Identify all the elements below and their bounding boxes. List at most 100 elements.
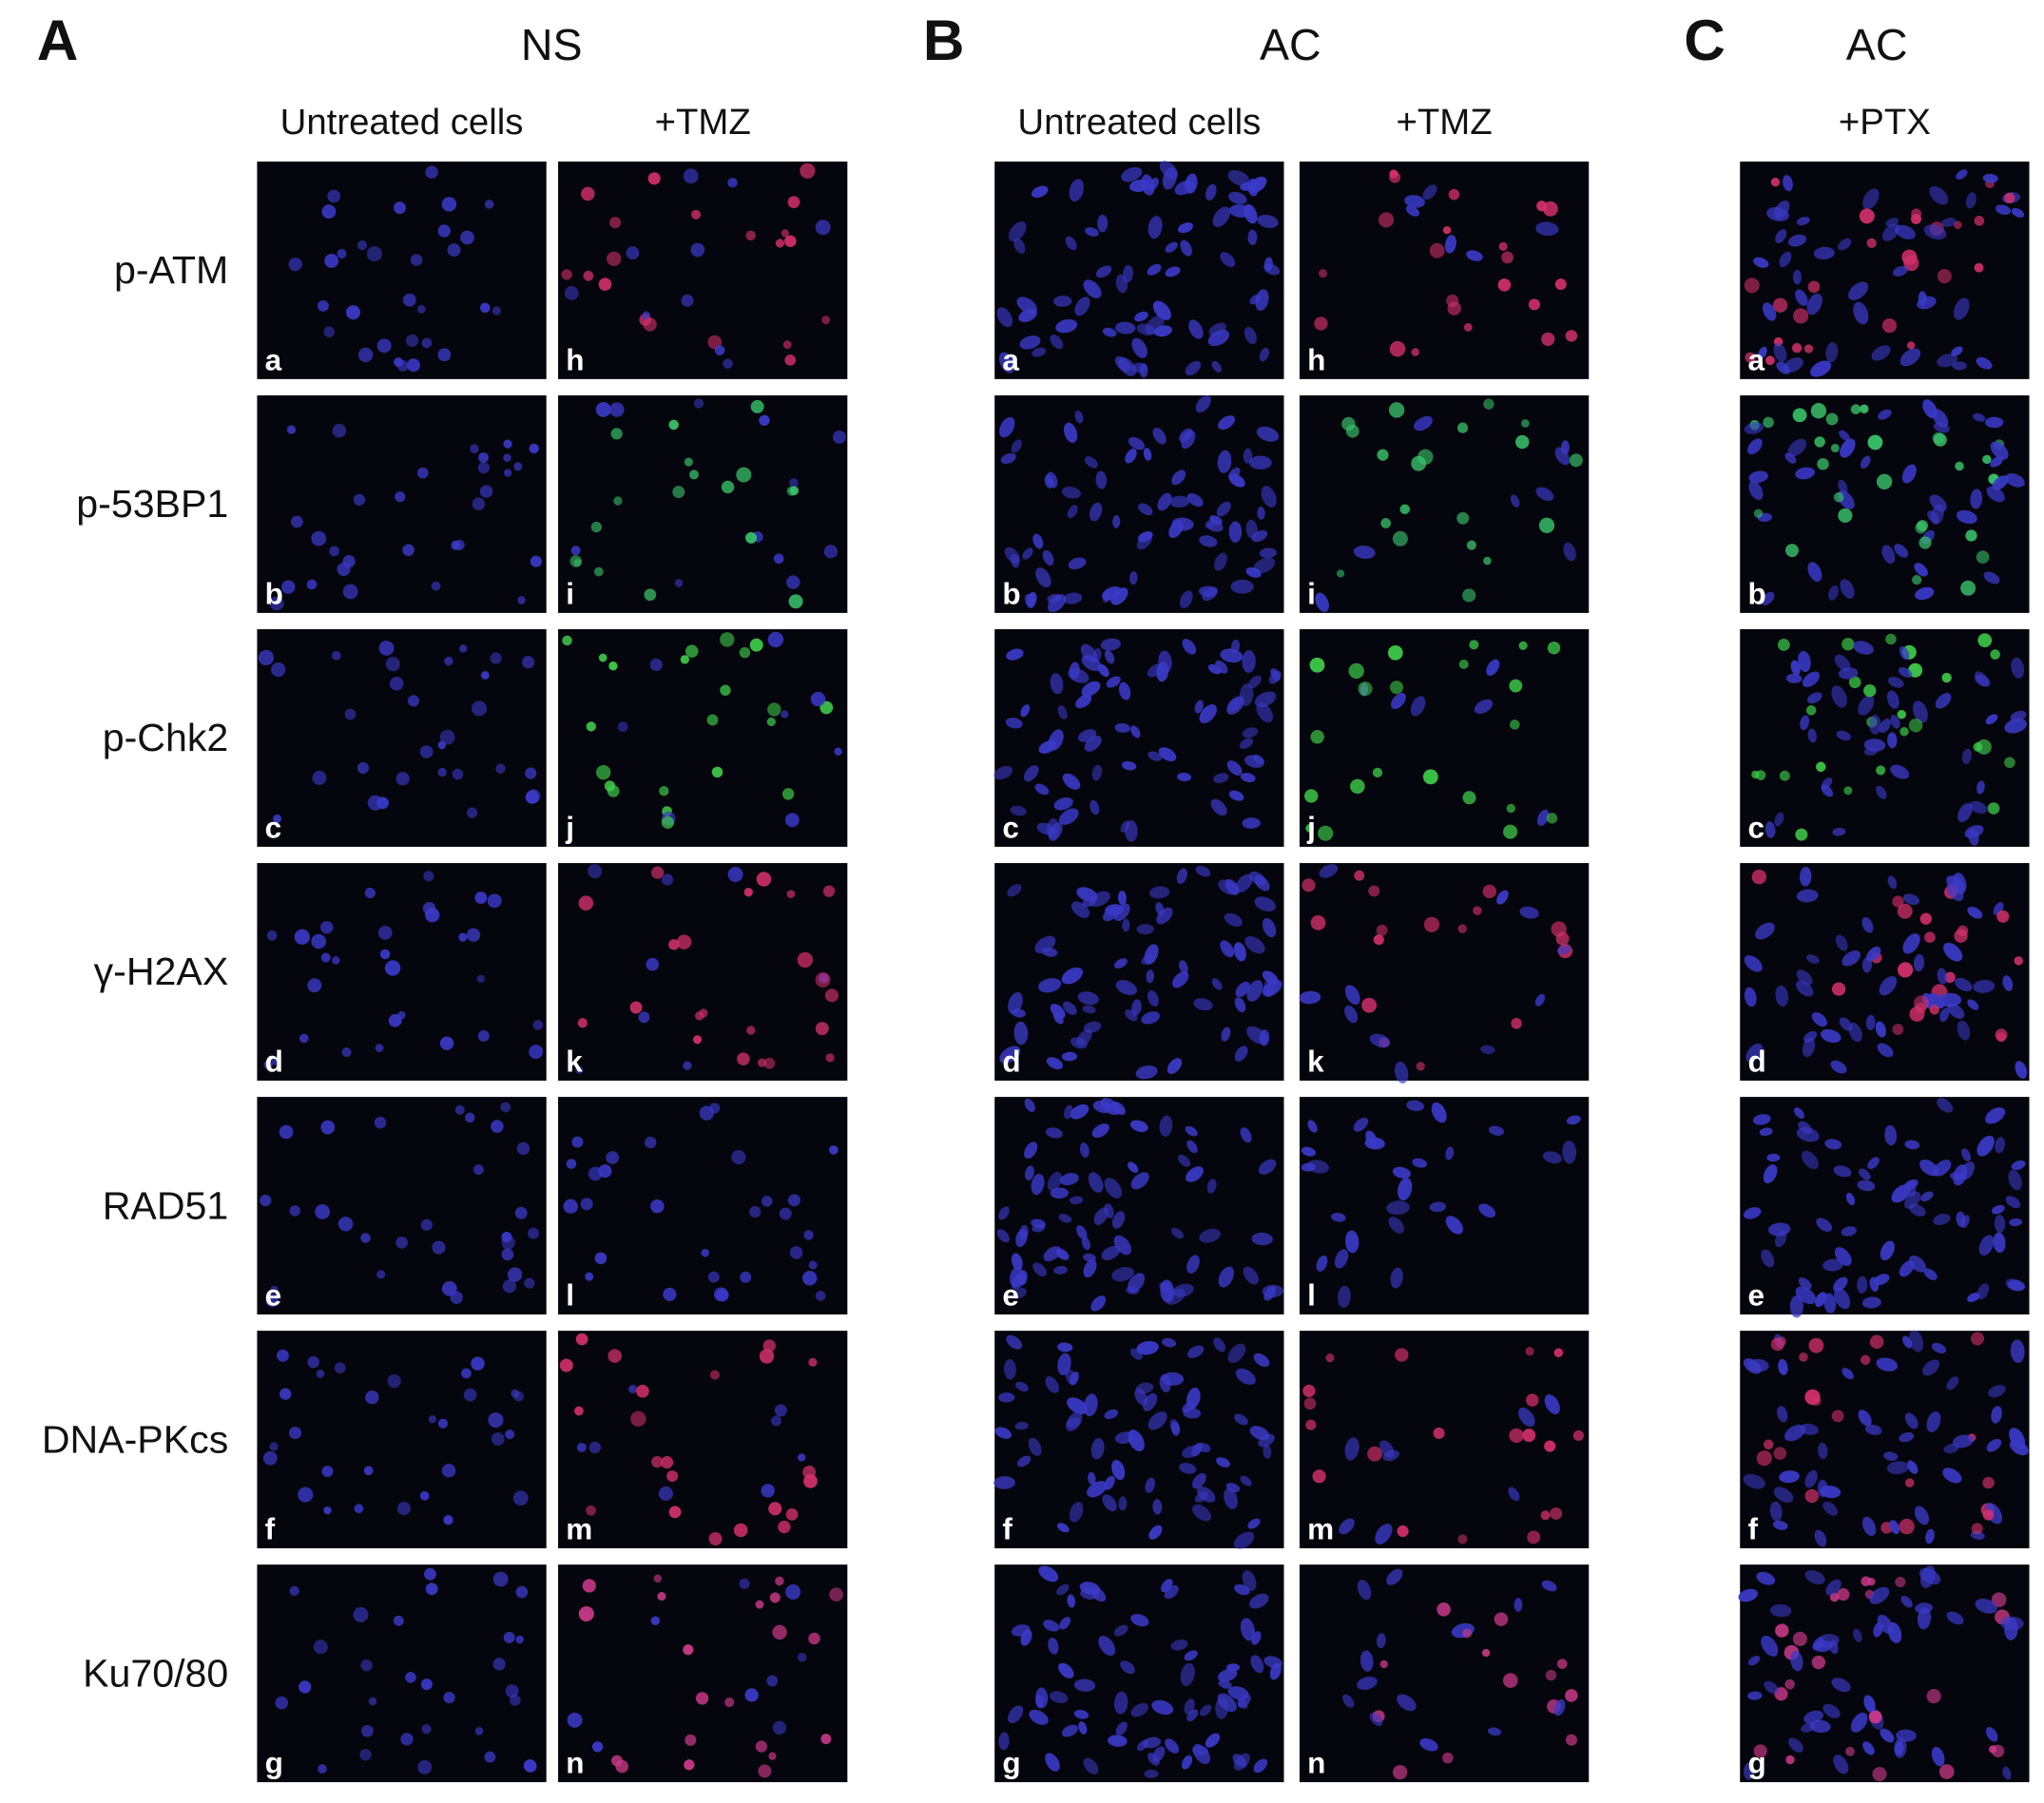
- cell-nucleus: [785, 1507, 799, 1521]
- cell-nucleus: [1883, 1451, 1899, 1461]
- cell-nucleus: [1379, 1440, 1395, 1458]
- cell-nucleus: [1228, 191, 1247, 204]
- cell-nucleus: [1545, 1669, 1557, 1681]
- cell-nucleus: [1902, 933, 1920, 954]
- cell-nucleus: [1121, 760, 1137, 771]
- cell-nucleus: [1152, 1499, 1163, 1515]
- cell-nucleus: [1318, 269, 1328, 278]
- cell-nucleus: [1228, 790, 1244, 801]
- cell-nucleus: [1249, 871, 1266, 886]
- cell-nucleus: [1494, 1612, 1509, 1626]
- cell-nucleus: [1977, 780, 1985, 795]
- cell-nucleus: [1373, 934, 1384, 946]
- cell-nucleus: [1160, 1279, 1175, 1303]
- column-label: +TMZ: [655, 102, 751, 143]
- cell-nucleus: [1227, 467, 1241, 480]
- cell-nucleus: [1394, 1061, 1409, 1084]
- cell-nucleus: [1389, 681, 1404, 695]
- cell-nucleus: [998, 1732, 1010, 1751]
- cell-nucleus: [1806, 293, 1822, 316]
- cell-nucleus: [2008, 1279, 2026, 1292]
- cell-nucleus: [1899, 645, 1910, 661]
- cell-nucleus: [1344, 985, 1360, 1006]
- cell-nucleus: [271, 662, 286, 678]
- cell-nucleus: [1863, 738, 1886, 752]
- cell-nucleus: [1802, 671, 1821, 687]
- cell-nucleus: [441, 1464, 456, 1478]
- cell-nucleus: [706, 714, 719, 726]
- cell-nucleus: [628, 1385, 638, 1394]
- cell-nucleus: [1104, 1203, 1114, 1218]
- cell-nucleus: [1046, 1057, 1063, 1070]
- cell-nucleus: [1069, 662, 1080, 680]
- tile-letter: j: [1306, 810, 1316, 844]
- cell-nucleus: [1076, 1225, 1088, 1239]
- cell-nucleus: [1915, 1002, 1927, 1014]
- cell-nucleus: [1536, 809, 1550, 826]
- cell-nucleus: [1528, 298, 1540, 311]
- cell-nucleus: [1070, 1103, 1089, 1120]
- cell-nucleus: [998, 352, 1015, 374]
- cell-nucleus: [1205, 183, 1217, 201]
- cell-nucleus: [1069, 1196, 1084, 1205]
- cell-nucleus: [1262, 917, 1277, 938]
- cell-nucleus: [2005, 473, 2025, 488]
- cell-nucleus: [1859, 208, 1875, 224]
- cell-nucleus: [1024, 1141, 1038, 1160]
- cell-nucleus: [1996, 910, 2010, 923]
- cell-nucleus: [1864, 1424, 1882, 1435]
- micrograph-background: [558, 394, 848, 613]
- cell-nucleus: [1025, 1165, 1034, 1180]
- cell-nucleus: [1796, 969, 1813, 986]
- cell-nucleus: [1315, 592, 1329, 612]
- cell-nucleus: [1158, 747, 1177, 762]
- cell-nucleus: [1377, 449, 1389, 461]
- micrograph: [994, 1564, 1284, 1783]
- micrograph-background: [558, 1564, 848, 1783]
- cell-nucleus: [421, 337, 433, 349]
- cell-nucleus: [1853, 301, 1869, 325]
- cell-nucleus: [1985, 1107, 2006, 1124]
- cell-nucleus: [1085, 227, 1099, 237]
- cell-nucleus: [1234, 997, 1246, 1013]
- cell-nucleus: [672, 486, 685, 499]
- cell-nucleus: [1965, 192, 1977, 209]
- cell-nucleus: [1747, 438, 1763, 455]
- cell-nucleus: [1895, 1740, 1904, 1756]
- cell-nucleus: [1788, 1737, 1803, 1753]
- cell-nucleus: [567, 1712, 583, 1728]
- micrograph: [1299, 1097, 1590, 1315]
- cell-nucleus: [1842, 1368, 1854, 1380]
- cell-nucleus: [1015, 1381, 1029, 1392]
- cell-nucleus: [1751, 869, 1767, 885]
- cell-nucleus: [1565, 1689, 1578, 1702]
- cell-nucleus: [1216, 501, 1231, 517]
- micrograph: [1299, 1331, 1590, 1549]
- cell-nucleus: [661, 1456, 674, 1469]
- cell-nucleus: [1497, 278, 1512, 292]
- cell-nucleus: [821, 316, 831, 325]
- cell-nucleus: [1769, 1603, 1792, 1618]
- cell-nucleus: [1117, 891, 1127, 906]
- cell-nucleus: [743, 888, 753, 897]
- cell-nucleus: [1482, 884, 1496, 899]
- cell-nucleus: [1077, 991, 1099, 1006]
- cell-nucleus: [1242, 727, 1259, 738]
- cell-nucleus: [1886, 1461, 1909, 1475]
- cell-nucleus: [1129, 1120, 1148, 1133]
- cell-nucleus: [1743, 1473, 1765, 1489]
- cell-nucleus: [1392, 1166, 1411, 1179]
- cell-nucleus: [695, 1692, 709, 1705]
- cell-nucleus: [1180, 1662, 1195, 1686]
- cell-nucleus: [683, 168, 699, 184]
- tile-letter: f: [1002, 1511, 1012, 1545]
- cell-nucleus: [359, 1749, 372, 1761]
- cell-nucleus: [1976, 550, 1990, 565]
- cell-nucleus: [1873, 1621, 1883, 1638]
- cell-nucleus: [1020, 704, 1031, 718]
- cell-nucleus: [1970, 1332, 1985, 1346]
- cell-nucleus: [516, 1141, 530, 1156]
- cell-nucleus: [1029, 1709, 1049, 1725]
- cell-nucleus: [1194, 700, 1204, 714]
- cell-nucleus: [1738, 1588, 1759, 1602]
